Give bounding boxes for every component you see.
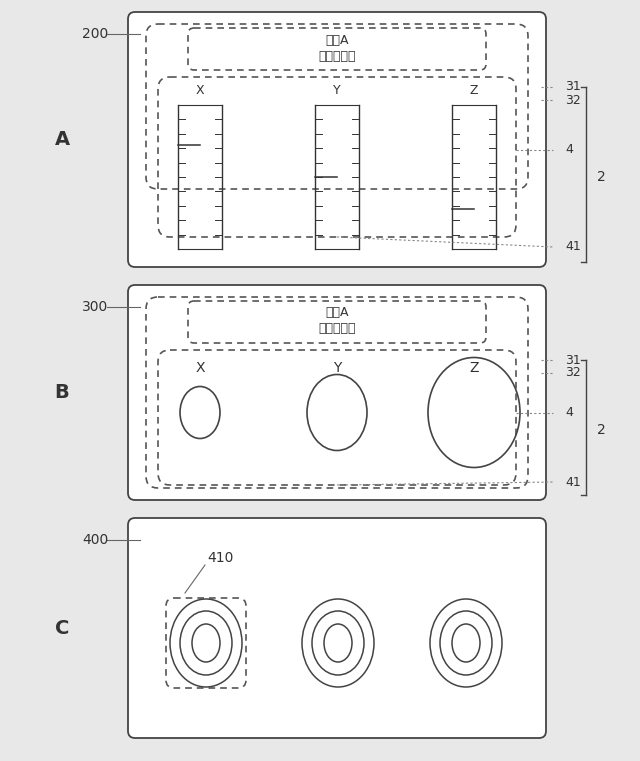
FancyBboxPatch shape [128, 285, 546, 500]
Text: 31: 31 [565, 354, 580, 367]
Text: ベース部分: ベース部分 [318, 49, 356, 62]
FancyBboxPatch shape [128, 518, 546, 738]
Text: 2: 2 [597, 423, 605, 437]
Text: C: C [55, 619, 69, 638]
Text: A: A [54, 130, 70, 149]
Text: 31: 31 [565, 81, 580, 94]
Text: 400: 400 [82, 533, 108, 547]
Text: 4: 4 [565, 406, 573, 419]
Text: X: X [195, 361, 205, 375]
Text: Z: Z [469, 361, 479, 375]
Text: 商品A: 商品A [325, 307, 349, 320]
FancyBboxPatch shape [128, 12, 546, 267]
Text: 41: 41 [565, 476, 580, 489]
Text: Y: Y [333, 84, 341, 97]
Text: 410: 410 [207, 551, 233, 565]
Text: Y: Y [333, 361, 341, 375]
Text: X: X [196, 84, 204, 97]
Text: Z: Z [470, 84, 478, 97]
Text: ベース部分: ベース部分 [318, 323, 356, 336]
Text: 300: 300 [82, 300, 108, 314]
Text: 4: 4 [565, 143, 573, 156]
Text: 32: 32 [565, 94, 580, 107]
Text: B: B [54, 383, 69, 402]
Text: 32: 32 [565, 367, 580, 380]
Text: 商品A: 商品A [325, 33, 349, 46]
Text: 2: 2 [597, 170, 605, 184]
Text: 41: 41 [565, 240, 580, 253]
Text: 200: 200 [82, 27, 108, 41]
